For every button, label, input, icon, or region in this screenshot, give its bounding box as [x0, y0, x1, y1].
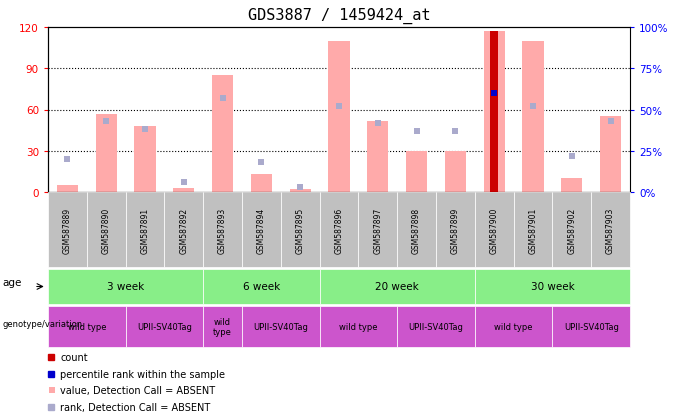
Text: GSM587896: GSM587896: [335, 207, 343, 253]
Text: GSM587902: GSM587902: [567, 207, 577, 253]
Text: genotype/variation: genotype/variation: [2, 319, 82, 328]
Text: wild type: wild type: [339, 322, 377, 331]
Bar: [328, 42, 350, 192]
Bar: [212, 76, 233, 192]
Text: wild type: wild type: [67, 322, 106, 331]
Bar: [95, 114, 117, 192]
Bar: [490, 32, 498, 192]
Text: GSM587899: GSM587899: [451, 207, 460, 253]
Text: GSM587898: GSM587898: [412, 207, 421, 253]
Text: GSM587893: GSM587893: [218, 207, 227, 253]
Text: GSM587892: GSM587892: [180, 207, 188, 253]
Text: 6 week: 6 week: [243, 282, 280, 292]
Bar: [290, 190, 311, 192]
Text: UPII-SV40Tag: UPII-SV40Tag: [137, 322, 192, 331]
Text: GSM587900: GSM587900: [490, 207, 498, 253]
Text: UPII-SV40Tag: UPII-SV40Tag: [564, 322, 619, 331]
Text: wild type: wild type: [494, 322, 533, 331]
Bar: [522, 42, 544, 192]
Text: GSM587903: GSM587903: [606, 207, 615, 253]
Text: 30 week: 30 week: [530, 282, 575, 292]
Text: GSM587891: GSM587891: [141, 207, 150, 253]
Bar: [251, 175, 272, 192]
Text: age: age: [2, 278, 21, 288]
Text: GSM587889: GSM587889: [63, 207, 72, 253]
Text: 20 week: 20 week: [375, 282, 419, 292]
Text: GSM587890: GSM587890: [102, 207, 111, 253]
Bar: [561, 179, 583, 192]
Text: GDS3887 / 1459424_at: GDS3887 / 1459424_at: [248, 8, 430, 24]
Text: GSM587901: GSM587901: [528, 207, 537, 253]
Bar: [173, 188, 194, 192]
Bar: [135, 127, 156, 192]
Bar: [56, 186, 78, 192]
Text: UPII-SV40Tag: UPII-SV40Tag: [409, 322, 464, 331]
Text: GSM587894: GSM587894: [257, 207, 266, 253]
Text: value, Detection Call = ABSENT: value, Detection Call = ABSENT: [61, 385, 216, 395]
Text: GSM587897: GSM587897: [373, 207, 382, 253]
Text: 3 week: 3 week: [107, 282, 144, 292]
Text: wild
type: wild type: [213, 317, 232, 336]
Text: UPII-SV40Tag: UPII-SV40Tag: [254, 322, 308, 331]
Text: rank, Detection Call = ABSENT: rank, Detection Call = ABSENT: [61, 402, 211, 412]
Bar: [600, 117, 622, 192]
Bar: [483, 32, 505, 192]
Text: count: count: [61, 352, 88, 362]
Bar: [406, 152, 427, 192]
Text: percentile rank within the sample: percentile rank within the sample: [61, 369, 225, 379]
Bar: [445, 152, 466, 192]
Text: GSM587895: GSM587895: [296, 207, 305, 253]
Bar: [367, 121, 388, 192]
